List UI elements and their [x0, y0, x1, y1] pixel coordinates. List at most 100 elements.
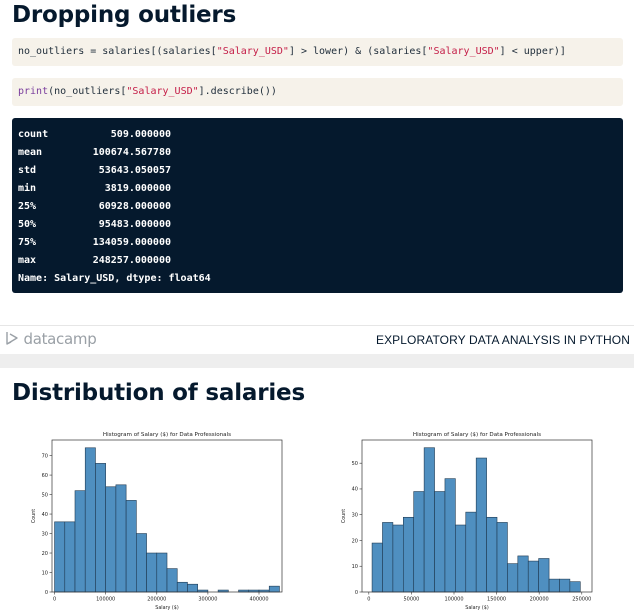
x-tick-label: 0: [367, 597, 370, 603]
histogram-bar: [268, 585, 280, 593]
output-row-label: 75%: [18, 237, 37, 248]
x-tick-label: 50000: [403, 597, 419, 603]
output-row-value: 100674.567780: [92, 147, 171, 158]
plot-frame: [361, 439, 593, 593]
histogram-bar: [105, 486, 117, 593]
y-tick-label: 20: [42, 551, 48, 557]
x-tick-label: 200000: [147, 597, 166, 603]
histogram-bar: [486, 516, 498, 593]
code-string: "Salary_USD": [427, 46, 500, 57]
code-cell-describe: print(no_outliers["Salary_USD"].describe…: [12, 78, 623, 106]
slide-title: Dropping outliers: [12, 2, 237, 28]
histogram-bar: [496, 522, 508, 593]
x-tick-label: 250000: [572, 597, 591, 603]
x-axis-label: Salary ($): [465, 605, 489, 611]
output-row: 50% 95483.000000: [18, 216, 617, 234]
chart-title: Histogram of Salary ($) for Data Profess…: [103, 432, 231, 438]
x-tick-label: 300000: [198, 597, 217, 603]
y-tick-label: 30: [352, 513, 358, 519]
histogram-bar: [136, 533, 147, 593]
y-tick-label: 40: [352, 487, 358, 493]
histogram-bar: [569, 581, 581, 593]
histogram-bar: [559, 578, 571, 593]
x-tick-label: 150000: [487, 597, 506, 603]
histogram-bar: [475, 457, 487, 593]
datacamp-logo: datacamp: [5, 330, 97, 348]
y-tick-label: 0: [45, 590, 48, 596]
histogram-bar: [74, 490, 86, 593]
output-row-value: 509.000000: [110, 129, 171, 140]
x-tick-label: 200000: [530, 597, 549, 603]
code-string: "Salary_USD": [216, 46, 289, 57]
histogram-bar: [392, 524, 404, 593]
code-text: ].describe()): [198, 86, 277, 97]
output-row-value: 60928.000000: [98, 201, 171, 212]
y-tick-label: 10: [352, 564, 358, 570]
slide-title: Distribution of salaries: [12, 380, 305, 406]
code-string: "Salary_USD": [126, 86, 199, 97]
output-row-value: 134059.000000: [92, 237, 171, 248]
histogram-bar: [125, 500, 137, 593]
output-row-value: 95483.000000: [98, 219, 171, 230]
x-tick-label: 400000: [249, 597, 268, 603]
output-row-label: 50%: [18, 219, 37, 230]
footer-divider: [0, 325, 634, 326]
y-tick-label: 50: [42, 492, 48, 498]
histogram-bar: [507, 563, 519, 593]
y-tick-label: 70: [42, 453, 48, 459]
output-row-value: 248257.000000: [92, 255, 171, 266]
code-text: ] < upper)]: [499, 46, 566, 57]
output-row-label: count: [18, 129, 49, 140]
y-tick-label: 50: [352, 461, 358, 467]
histogram-bar: [64, 521, 76, 593]
code-cell-filter: no_outliers = salaries[(salaries["Salary…: [12, 38, 623, 66]
histogram-bar: [146, 552, 158, 593]
histogram-bar: [444, 478, 456, 593]
y-axis-label: Count: [341, 509, 347, 523]
histogram-bar: [95, 463, 106, 593]
output-row: 75% 134059.000000: [18, 234, 617, 252]
output-row: min 3819.000000: [18, 180, 617, 198]
histogram-bar: [434, 491, 446, 593]
histogram-bar: [382, 522, 394, 593]
output-row-value: 3819.000000: [104, 183, 171, 194]
histogram-svg: Histogram of Salary ($) for Data Profess…: [341, 432, 593, 611]
course-title: EXPLORATORY DATA ANALYSIS IN PYTHON: [375, 333, 630, 347]
histogram-bar: [156, 552, 168, 593]
histogram-bar: [176, 581, 188, 593]
y-tick-label: 40: [42, 512, 48, 518]
y-tick-label: 0: [355, 590, 358, 596]
x-tick-label: 0: [53, 597, 56, 603]
output-row: std 53643.050057: [18, 162, 617, 180]
code-text: ] > lower) & (salaries[: [288, 46, 428, 57]
histogram-bar: [403, 516, 415, 593]
histogram-bar: [115, 484, 127, 593]
histogram-bar: [84, 447, 96, 593]
plot-frame: [51, 439, 283, 593]
output-footer: Name: Salary_USD, dtype: float64: [18, 273, 211, 284]
output-row: count 509.000000: [18, 126, 617, 144]
output-rows: count 509.000000 mean 100674.567780 std 53643…: [18, 126, 617, 270]
histogram-bar: [54, 521, 66, 593]
code-function: print: [18, 86, 49, 97]
histogram-chart: Histogram of Salary ($) for Data Profess…: [338, 428, 600, 616]
y-tick-label: 30: [42, 531, 48, 537]
histogram-bar: [465, 511, 477, 593]
histogram-svg: Histogram of Salary ($) for Data Profess…: [31, 432, 283, 611]
slide-separator: [0, 354, 634, 368]
output-row-label: 25%: [18, 201, 37, 212]
y-tick-label: 60: [42, 473, 48, 479]
histogram-bar: [517, 555, 529, 593]
histogram-bar: [538, 558, 550, 593]
y-tick-label: 10: [42, 570, 48, 576]
output-row: mean 100674.567780: [18, 144, 617, 162]
logo-text: datacamp: [23, 330, 97, 348]
slide-footer: datacamp EXPLORATORY DATA ANALYSIS IN PY…: [0, 326, 634, 354]
output-row-label: std: [18, 165, 37, 176]
output-row-label: min: [18, 183, 37, 194]
histogram-bar: [166, 568, 178, 593]
histogram-bar: [548, 578, 560, 593]
histogram-bar: [413, 491, 425, 593]
chart-title: Histogram of Salary ($) for Data Profess…: [413, 432, 541, 438]
x-tick-label: 100000: [96, 597, 115, 603]
